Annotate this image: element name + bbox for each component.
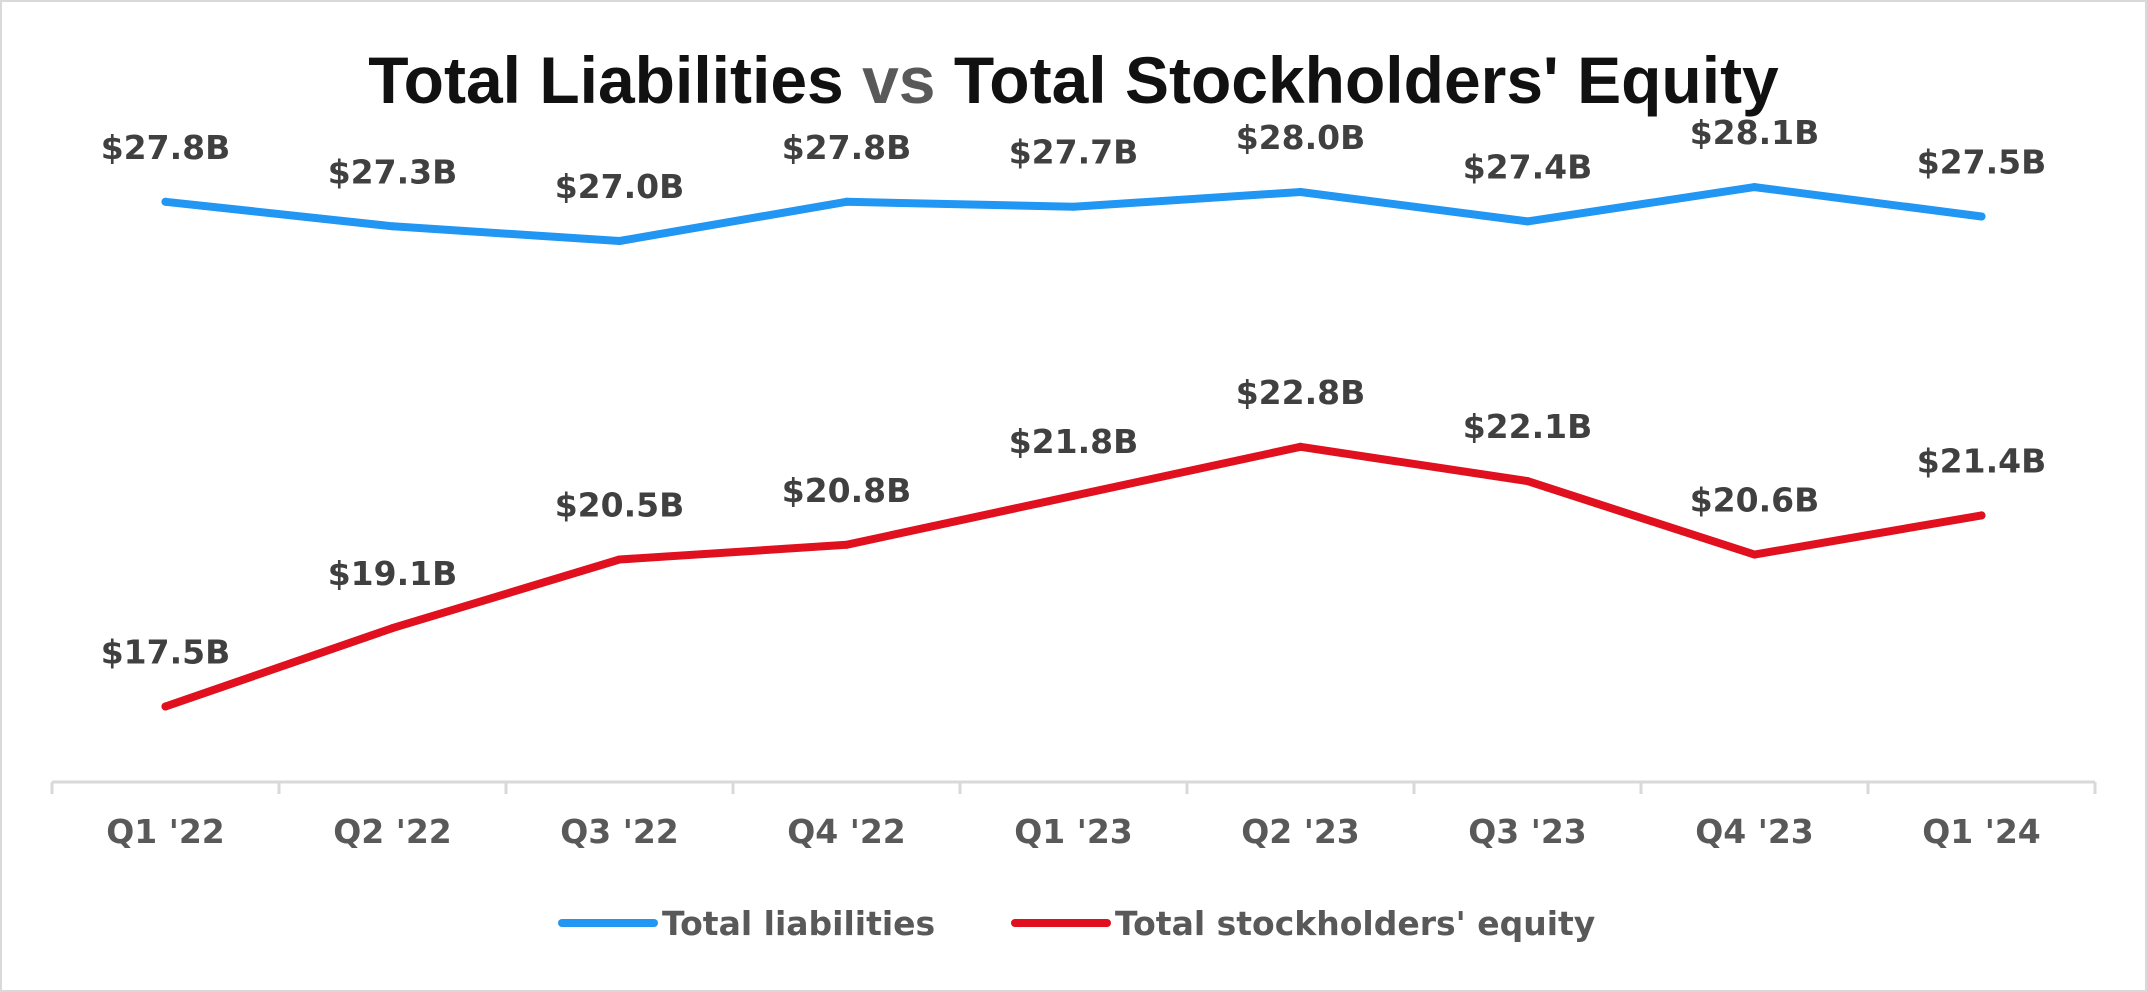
data-label: $27.5B <box>1917 143 2047 182</box>
data-point <box>1977 511 1986 520</box>
data-label: $20.5B <box>555 486 685 525</box>
x-tick-label: Q1 '23 <box>1014 812 1133 851</box>
x-tick-label: Q1 '24 <box>1922 812 2041 851</box>
data-point <box>1069 202 1078 211</box>
chart-title: Total Liabilities vs Total Stockholders'… <box>0 40 2147 120</box>
data-label: $20.8B <box>782 471 912 510</box>
x-tick-label: Q2 '23 <box>1241 812 1360 851</box>
x-tick-label: Q4 '23 <box>1695 812 1814 851</box>
data-label: $22.1B <box>1463 407 1593 446</box>
data-label: $20.6B <box>1690 481 1820 520</box>
data-point <box>1523 477 1532 486</box>
data-point <box>161 702 170 711</box>
data-point <box>388 222 397 231</box>
data-label: $17.5B <box>101 633 231 672</box>
data-point <box>615 237 624 245</box>
x-tick-label: Q2 '22 <box>333 812 452 851</box>
x-tick-label: Q3 '23 <box>1468 812 1587 851</box>
data-point <box>1296 442 1305 451</box>
series-line-liabilities <box>161 183 1986 245</box>
legend-label: Total liabilities <box>662 904 935 943</box>
legend-label: Total stockholders' equity <box>1115 904 1595 943</box>
data-point <box>1977 212 1986 221</box>
data-label: $27.3B <box>328 152 458 191</box>
data-label: $27.8B <box>782 128 912 167</box>
data-label: $27.0B <box>555 167 685 206</box>
data-label: $27.4B <box>1463 147 1593 186</box>
data-label: $19.1B <box>328 554 458 593</box>
data-label: $27.7B <box>1009 133 1139 172</box>
data-label: $28.1B <box>1690 113 1820 152</box>
title-part-equity: Total Stockholders' Equity <box>953 43 1779 117</box>
data-label: $28.0B <box>1236 118 1366 157</box>
title-part-vs: vs <box>862 43 936 117</box>
data-label: $21.4B <box>1917 441 2047 480</box>
title-part-liabilities: Total Liabilities <box>368 43 844 117</box>
data-point <box>1523 217 1532 226</box>
x-tick-label: Q1 '22 <box>106 812 225 851</box>
data-point <box>842 197 851 206</box>
x-tick-label: Q4 '22 <box>787 812 906 851</box>
data-label: $21.8B <box>1009 422 1139 461</box>
data-point <box>1750 550 1759 559</box>
data-point <box>388 624 397 633</box>
data-point <box>1296 188 1305 196</box>
data-label: $22.8B <box>1236 373 1366 412</box>
data-point <box>161 197 170 206</box>
data-point <box>1750 183 1759 192</box>
data-label: $27.8B <box>101 128 231 167</box>
data-point <box>1069 491 1078 500</box>
data-point <box>842 540 851 549</box>
data-point <box>615 555 624 564</box>
x-tick-label: Q3 '22 <box>560 812 679 851</box>
